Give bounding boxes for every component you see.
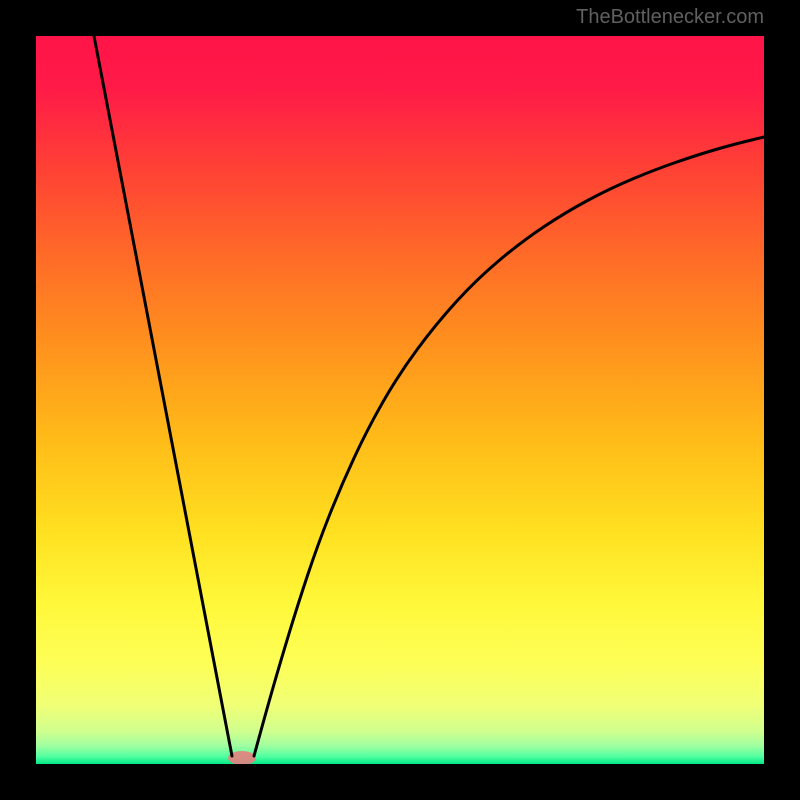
plot-area <box>36 36 764 764</box>
frame-border-bottom <box>0 764 800 800</box>
curve-right-branch <box>254 137 764 756</box>
frame-border-left <box>0 0 36 800</box>
frame-border-right <box>764 0 800 800</box>
chart-frame: TheBottlenecker.com <box>0 0 800 800</box>
site-label: TheBottlenecker.com <box>576 6 764 29</box>
curve-left-branch <box>94 36 232 756</box>
bottleneck-curve <box>36 36 764 764</box>
